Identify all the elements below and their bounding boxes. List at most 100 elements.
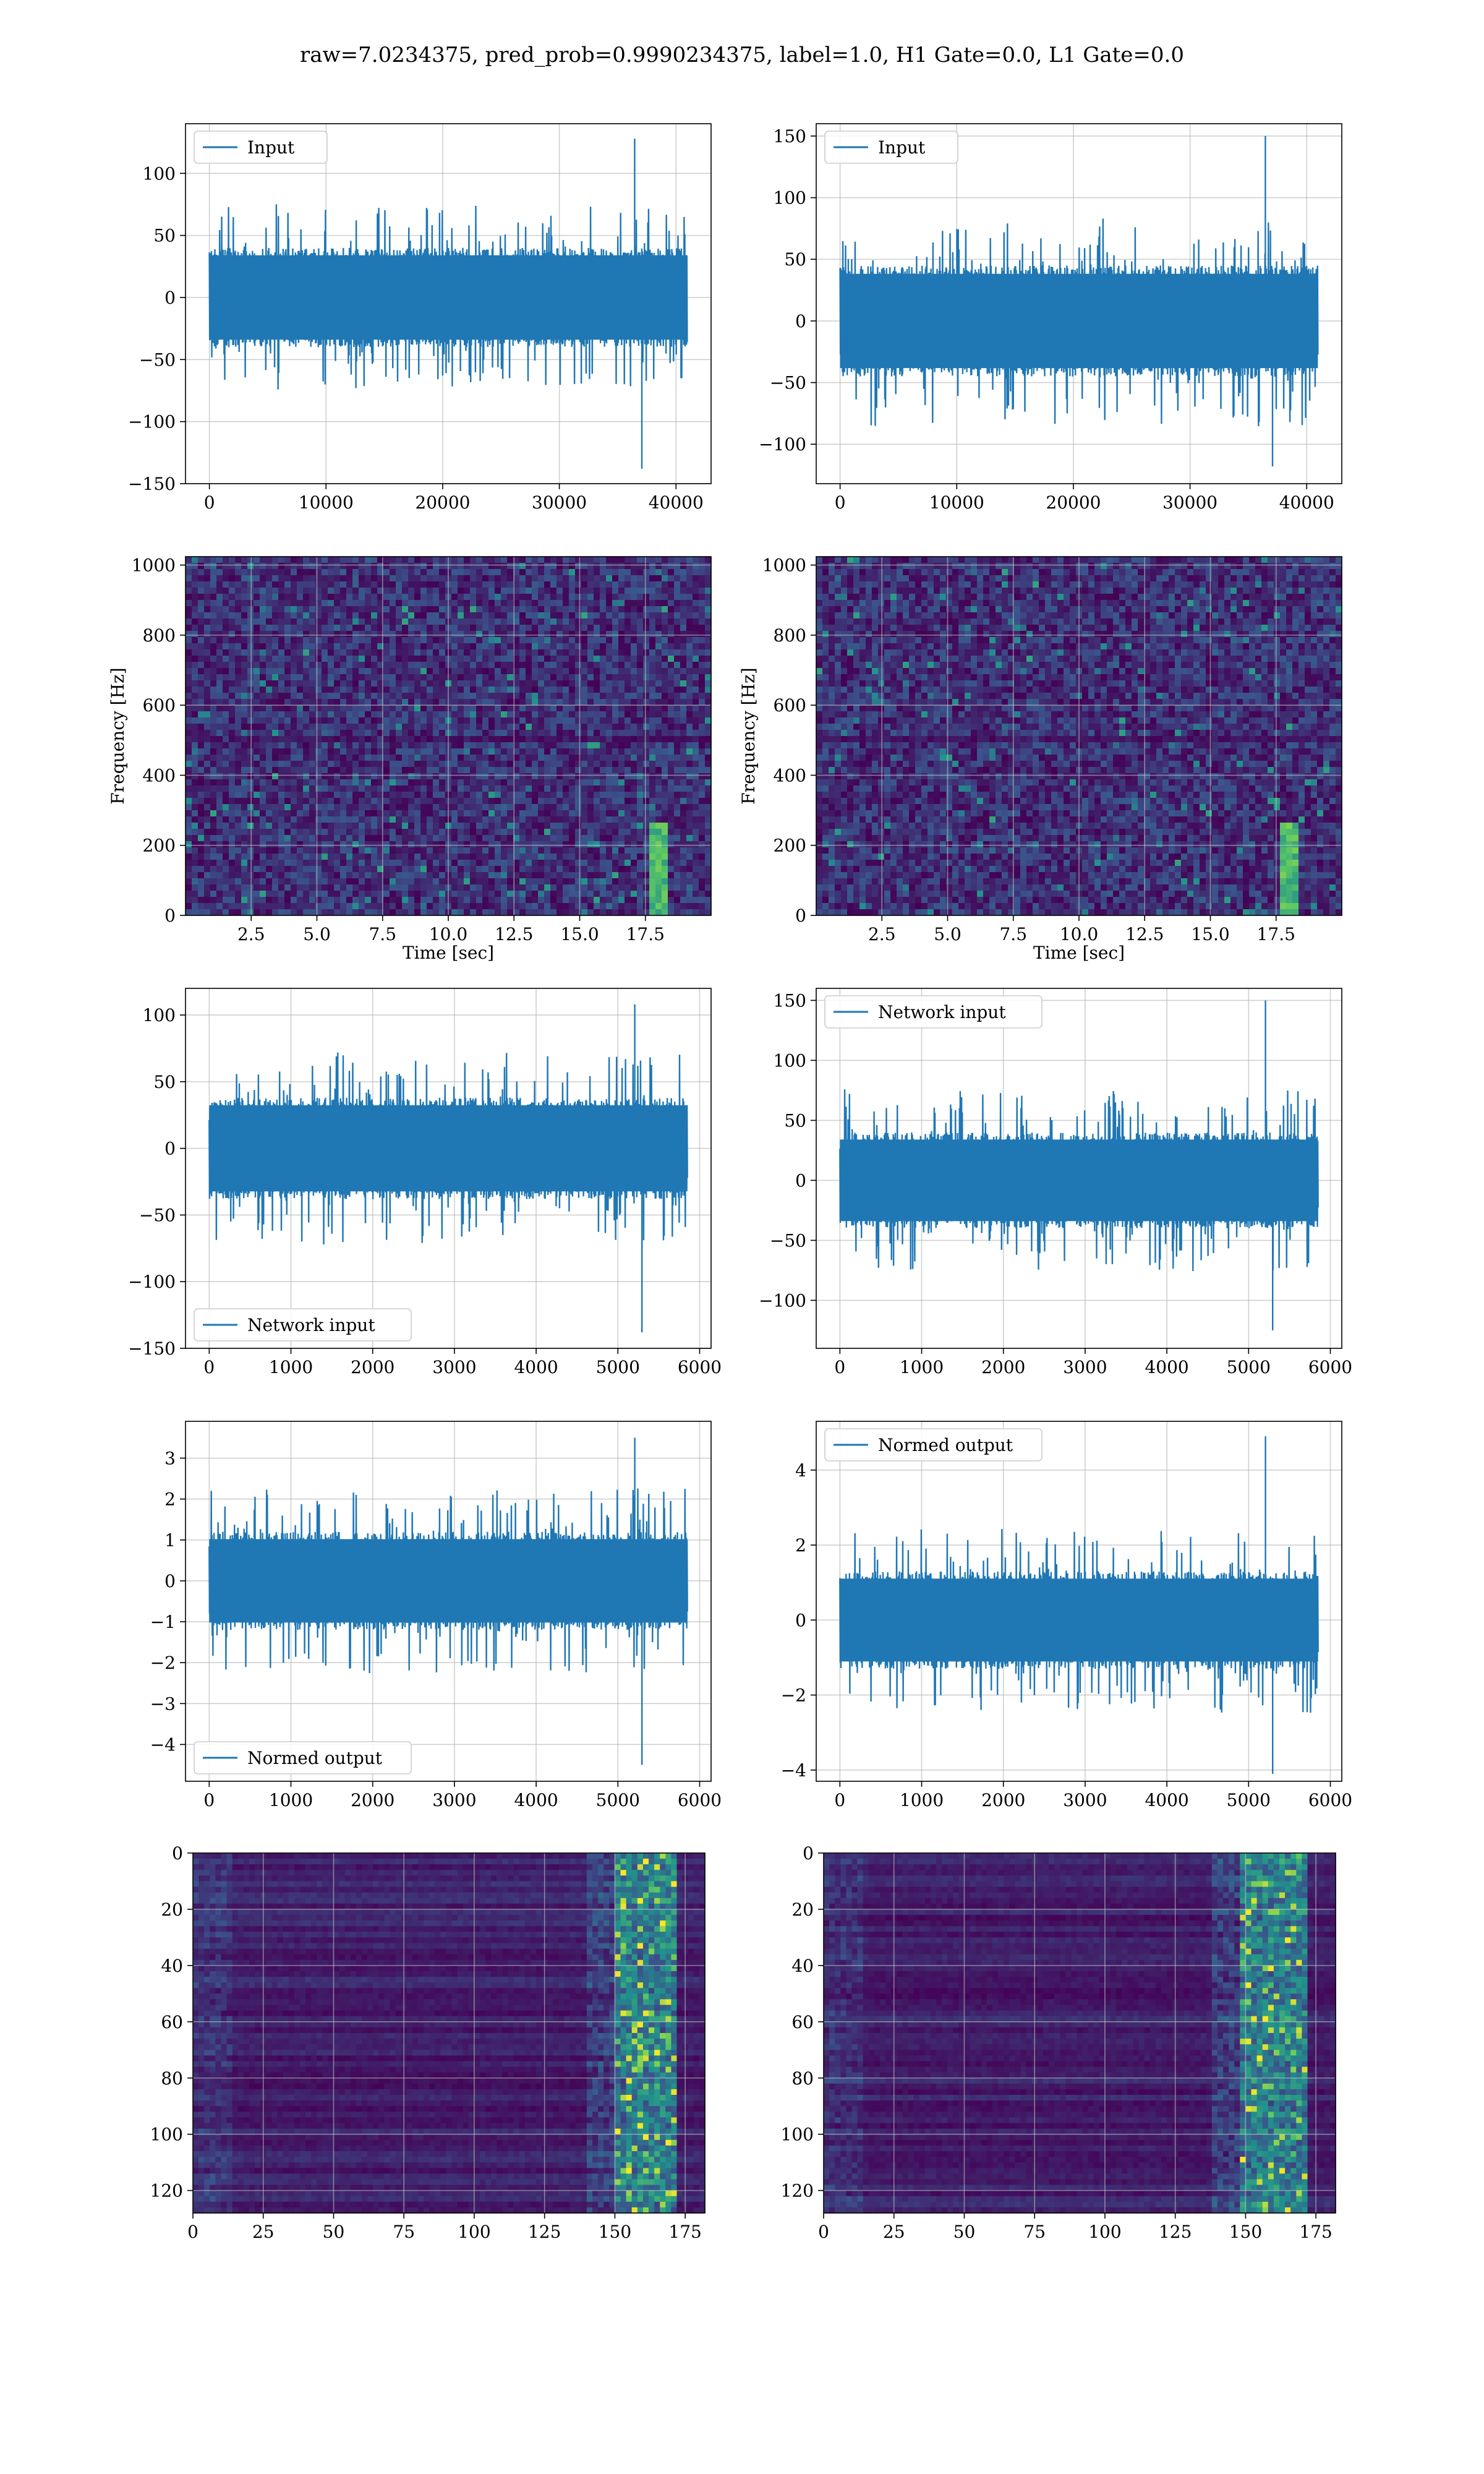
heatmap-cell [402,600,409,607]
heatmap-cell [587,625,594,631]
heatmap-cell [186,717,192,724]
heatmap-cell [606,600,613,607]
heatmap-cell [229,563,236,570]
heatmap-cell [402,897,409,904]
heatmap-cell [346,581,353,588]
heatmap-cell [693,761,699,768]
heatmap-cell [575,847,582,854]
heatmap-cell [482,854,489,860]
heatmap-cell [408,860,415,867]
heatmap-cell [612,866,619,873]
heatmap-cell [260,785,267,792]
heatmap-cell [680,804,687,811]
heatmap-cell [668,792,675,798]
heatmap-cell [544,631,551,638]
heatmap-cell [612,606,619,613]
heatmap-cell [297,829,304,836]
heatmap-cell [260,761,267,768]
heatmap-cell [390,643,396,650]
heatmap-cell [229,884,236,891]
heatmap-cell [297,872,304,879]
heatmap-cell [278,748,285,755]
heatmap-cell [680,699,687,706]
heatmap-cell [556,798,563,805]
heatmap-cell [383,618,390,625]
heatmap-cell [507,847,514,854]
heatmap-cell [637,884,644,891]
heatmap-cell [254,600,260,607]
heatmap-cell [587,662,594,669]
heatmap-cell [575,557,582,563]
heatmap-cell [655,767,662,774]
heatmap-cell [686,748,693,755]
heatmap-cell [297,680,304,687]
heatmap-cell [470,588,477,594]
heatmap-cell [390,594,396,601]
heatmap-cell [587,637,594,644]
heatmap-cell [618,854,625,860]
heatmap-cell [680,643,687,650]
heatmap-cell [556,705,563,712]
heatmap-cell [229,662,236,669]
heatmap-cell [538,699,545,706]
heatmap-cell [439,557,446,563]
heatmap-cell [606,705,613,712]
heatmap-cell [612,711,619,718]
heatmap-cell [359,872,365,879]
heatmap-cell [210,600,217,607]
heatmap-cell [390,872,396,879]
heatmap-cell [538,816,545,823]
heatmap-cell [538,767,545,774]
heatmap-cell [247,711,254,718]
heatmap-cell [569,804,576,811]
heatmap-cell [241,798,248,805]
heatmap-cell [495,835,501,842]
heatmap-cell [359,748,365,755]
heatmap-cell [247,773,254,780]
heatmap-cell [674,829,681,836]
heatmap-cell [501,649,508,656]
heatmap-cell [192,742,198,749]
heatmap-cell [241,903,248,910]
heatmap-cell [414,767,421,774]
heatmap-cell [309,773,316,780]
heatmap-cell [699,563,706,570]
heatmap-cell [594,810,600,817]
heatmap-cell [402,557,409,563]
heatmap-cell [254,736,260,743]
heatmap-cell [550,779,557,786]
heatmap-cell [192,779,198,786]
heatmap-cell [458,866,464,873]
heatmap-cell [427,798,433,805]
heatmap-cell [204,656,211,662]
heatmap-cell [581,872,588,879]
heatmap-cell [581,891,588,897]
heatmap-cell [433,767,440,774]
heatmap-cell [396,785,403,792]
heatmap-cell [556,804,563,811]
heatmap-cell [266,835,273,842]
heatmap-cell [216,866,223,873]
heatmap-cell [229,711,236,718]
heatmap-cell [390,699,396,706]
heatmap-cell [322,773,328,780]
heatmap-cell [662,835,668,842]
heatmap-cell [365,785,372,792]
heatmap-cell [550,668,557,675]
heatmap-cell [402,687,409,693]
heatmap-cell [705,569,712,576]
heatmap-cell [433,649,440,656]
heatmap-cell [204,588,211,594]
heatmap-cell [649,618,656,625]
heatmap-cell [266,668,273,675]
heatmap-cell [266,674,273,681]
heatmap-cell [284,823,291,829]
heatmap-cell [383,662,390,669]
heatmap-cell [266,860,273,867]
heatmap-cell [427,699,433,706]
heatmap-cell [278,909,285,916]
heatmap-cell [414,847,421,854]
heatmap-cell [501,705,508,712]
heatmap-cell [600,637,607,644]
heatmap-cell [365,717,372,724]
